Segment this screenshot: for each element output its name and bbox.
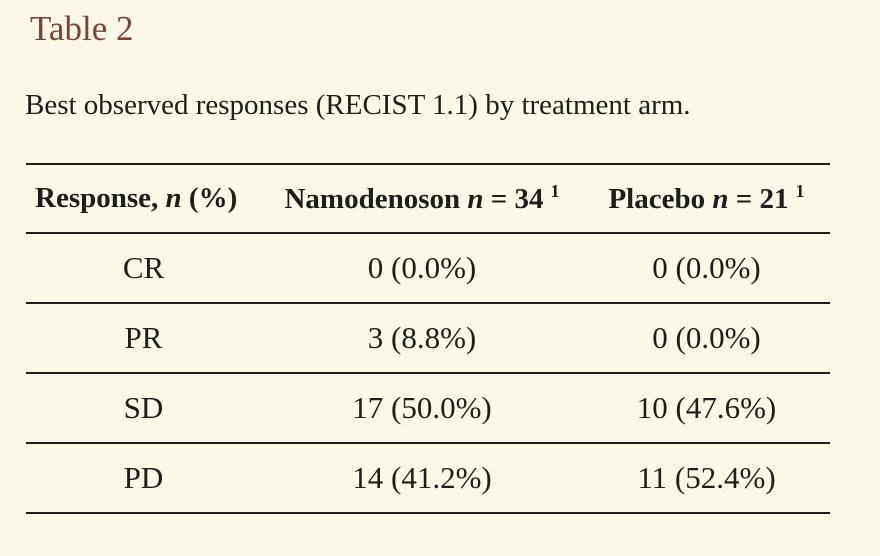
table-row: CR 0 (0.0%) 0 (0.0%) (26, 234, 830, 304)
table-header-row: Response, n (%) Namodenoson n = 34 1 Plac… (26, 165, 830, 234)
cell-namodenoson: 3 (8.8%) (367, 320, 477, 355)
header-namodenoson-n: n (467, 183, 484, 215)
header-namodenoson: Namodenoson n = 34 1 (261, 181, 583, 216)
cell-namodenoson: 0 (0.0%) (367, 250, 477, 285)
cell-response: CR (122, 250, 165, 285)
cell-placebo: 10 (47.6%) (636, 390, 777, 425)
article-page: Table 2 Best observed responses (RECIST … (0, 8, 880, 556)
header-placebo-drug: Placebo (608, 183, 713, 215)
header-placebo-count: = 21 (728, 183, 789, 215)
responses-table: Response, n (%) Namodenoson n = 34 1 Plac… (26, 163, 830, 514)
header-namodenoson-count: = 34 (483, 183, 544, 215)
header-response-pre: Response, (35, 182, 166, 214)
cell-namodenoson: 14 (41.2%) (352, 460, 492, 495)
cell-placebo: 0 (0.0%) (652, 250, 761, 285)
header-namodenoson-drug: Namodenoson (284, 183, 468, 215)
header-response: Response, n (%) (26, 182, 261, 215)
table-row: SD 17 (50.0%) 10 (47.6%) (26, 374, 830, 444)
table-title: Table 2 (30, 9, 134, 48)
cell-placebo: 11 (52.4%) (637, 460, 776, 495)
header-placebo-n: n (712, 183, 729, 215)
cell-response: PR (124, 320, 163, 355)
table-row: PD 14 (41.2%) 11 (52.4%) (26, 444, 830, 514)
footnote-marker: 1 (550, 181, 560, 201)
cell-placebo: 0 (0.0%) (652, 320, 761, 355)
cell-response: SD (123, 390, 164, 425)
header-placebo: Placebo n = 21 1 (583, 181, 830, 216)
header-response-post: (%) (181, 182, 238, 214)
header-response-n: n (165, 182, 182, 214)
table-row: PR 3 (8.8%) 0 (0.0%) (26, 304, 830, 374)
footnote-marker: 1 (795, 181, 805, 201)
table-caption: Best observed responses (RECIST 1.1) by … (25, 89, 691, 121)
cell-namodenoson: 17 (50.0%) (352, 390, 492, 425)
cell-response: PD (123, 460, 164, 495)
